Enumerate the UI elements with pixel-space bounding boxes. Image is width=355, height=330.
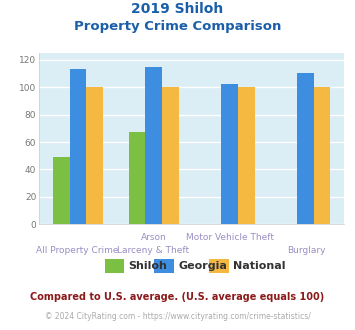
Text: Compared to U.S. average. (U.S. average equals 100): Compared to U.S. average. (U.S. average … <box>31 292 324 302</box>
Text: Georgia: Georgia <box>178 261 227 271</box>
Bar <box>238 87 255 224</box>
Bar <box>53 157 70 224</box>
Bar <box>146 67 162 224</box>
Text: All Property Crime: All Property Crime <box>36 246 119 255</box>
Text: Motor Vehicle Theft: Motor Vehicle Theft <box>186 233 274 242</box>
Text: Larceny & Theft: Larceny & Theft <box>118 246 190 255</box>
Text: Burglary: Burglary <box>287 246 326 255</box>
Text: National: National <box>233 261 286 271</box>
Text: 2019 Shiloh: 2019 Shiloh <box>131 2 224 16</box>
Text: Arson: Arson <box>141 233 166 242</box>
Text: © 2024 CityRating.com - https://www.cityrating.com/crime-statistics/: © 2024 CityRating.com - https://www.city… <box>45 312 310 321</box>
Bar <box>70 69 86 224</box>
Text: Property Crime Comparison: Property Crime Comparison <box>74 20 281 33</box>
Bar <box>129 132 146 224</box>
Bar <box>314 87 331 224</box>
Bar <box>221 84 238 224</box>
Bar <box>297 73 314 224</box>
Bar <box>162 87 179 224</box>
Bar <box>86 87 103 224</box>
Text: Shiloh: Shiloh <box>129 261 168 271</box>
